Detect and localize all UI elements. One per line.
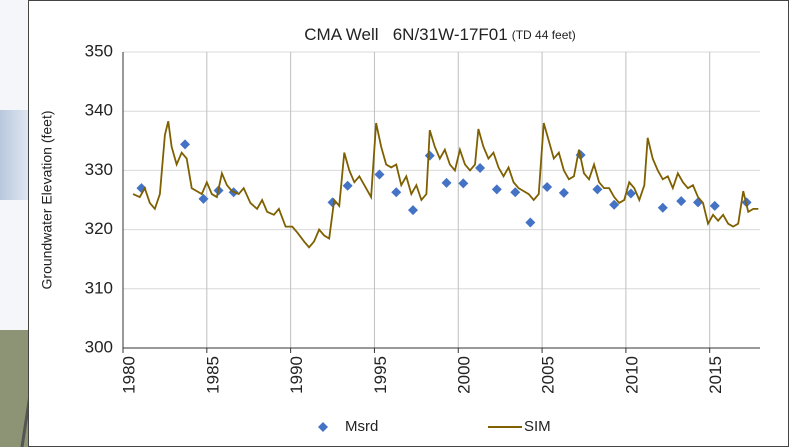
x-tick-label: 2015 xyxy=(706,356,725,394)
x-tick-label: 1985 xyxy=(203,356,222,394)
title-main: CMA Well 6N/31W-17F01 xyxy=(304,25,507,44)
x-tick-label: 1990 xyxy=(287,356,306,394)
page: {"chart_data": { "type": "line", "title"… xyxy=(0,0,789,447)
y-tick-label: 340 xyxy=(85,101,113,120)
y-tick-label: 320 xyxy=(85,219,113,238)
legend-label: Msrd xyxy=(345,418,378,435)
title-sub: (TD 44 feet) xyxy=(512,28,576,42)
x-tick-label: 2000 xyxy=(455,356,474,394)
y-tick-label: 310 xyxy=(85,278,113,297)
chart: CMA Well 6N/31W-17F01 (TD 44 feet) Ground… xyxy=(0,0,789,447)
x-tick-label: 2010 xyxy=(622,356,641,394)
y-axis-label: Groundwater Elevation (feet) xyxy=(39,111,55,290)
y-tick-label: 350 xyxy=(85,41,113,60)
chart-title: CMA Well 6N/31W-17F01 (TD 44 feet) xyxy=(304,25,575,44)
y-tick-label: 330 xyxy=(85,160,113,179)
x-tick-label: 2005 xyxy=(539,356,558,394)
x-tick-label: 1980 xyxy=(119,356,138,394)
x-tick-label: 1995 xyxy=(371,356,390,394)
y-tick-label: 300 xyxy=(85,337,113,356)
chart-frame xyxy=(29,1,789,447)
legend-label: SIM xyxy=(524,418,551,435)
